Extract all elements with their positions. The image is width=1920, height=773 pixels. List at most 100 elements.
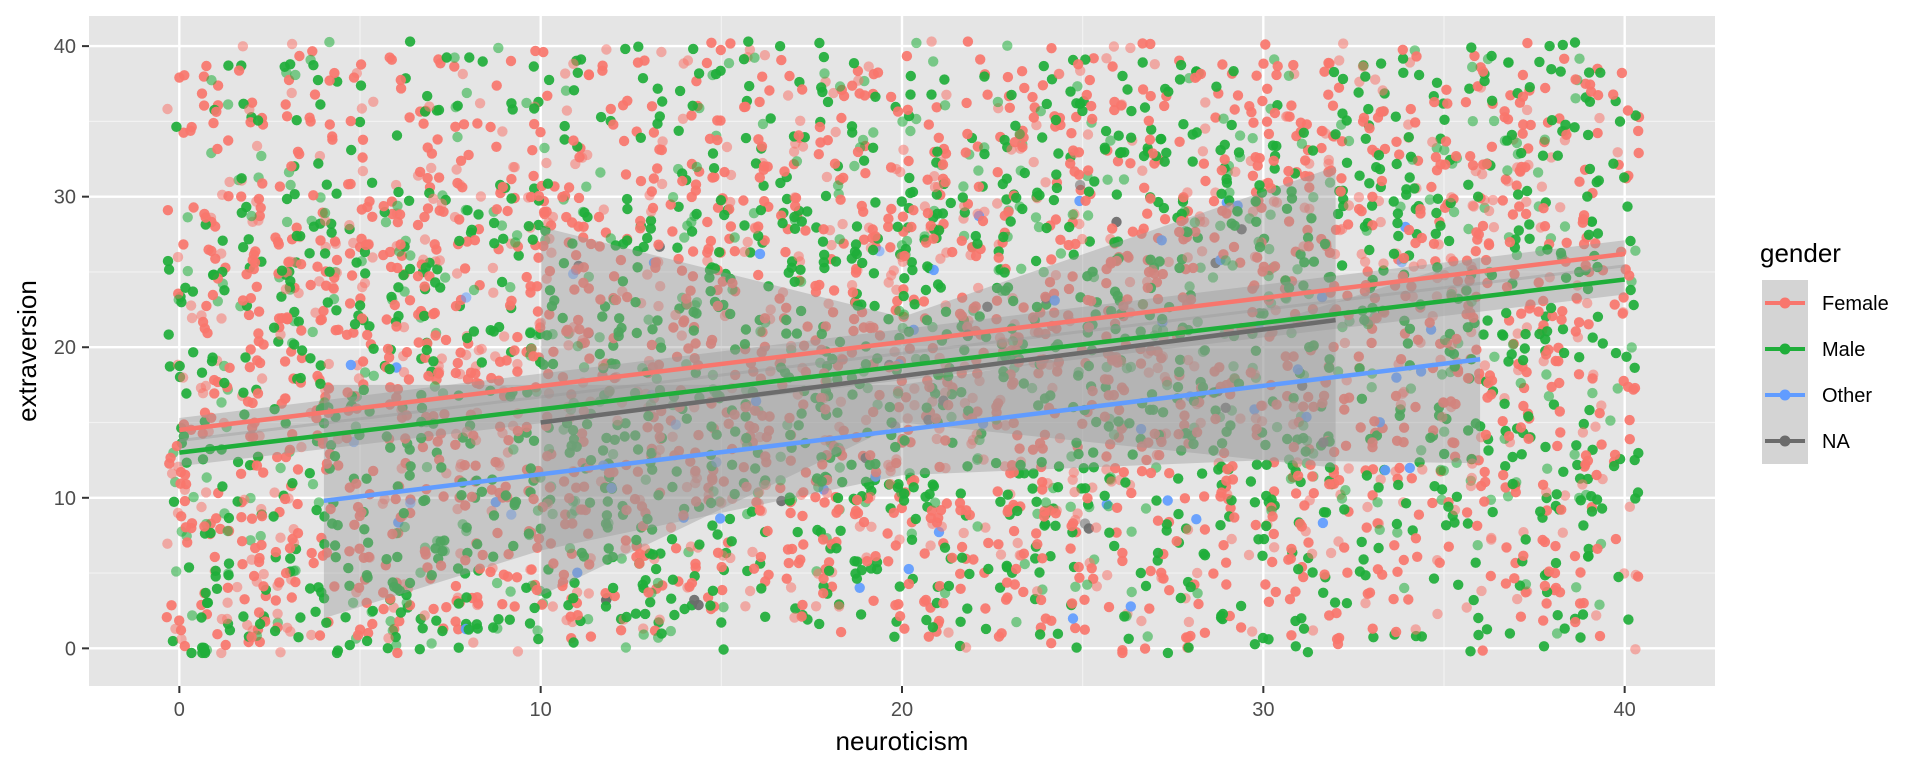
point-female [216, 647, 227, 659]
point-female [1410, 624, 1421, 635]
point-male [426, 638, 437, 649]
point-female [1521, 196, 1532, 207]
point-male [305, 54, 316, 66]
point-female [1302, 224, 1313, 236]
point-male [417, 623, 428, 634]
point-female [739, 246, 750, 257]
point-female [925, 540, 936, 551]
point-female [1192, 567, 1203, 579]
point-female [1429, 96, 1440, 108]
point-male [1517, 355, 1529, 366]
point-female [1118, 385, 1130, 396]
point-male [857, 257, 868, 269]
point-female [348, 237, 359, 249]
point-male [645, 215, 657, 226]
point-female [166, 468, 178, 479]
point-male [180, 282, 191, 293]
point-female [1465, 151, 1476, 162]
point-male [492, 623, 503, 634]
point-female [560, 68, 571, 79]
point-male [1341, 157, 1353, 168]
point-male [1513, 225, 1525, 236]
point-male [1033, 400, 1044, 411]
point-female [1479, 360, 1491, 371]
point-male [1099, 144, 1111, 155]
point-female [1555, 202, 1566, 213]
point-female [1182, 524, 1194, 535]
point-male [757, 118, 769, 130]
point-female [813, 149, 824, 160]
point-male [315, 360, 326, 371]
point-female [1362, 266, 1373, 277]
point-female [1518, 550, 1529, 561]
point-male [1295, 249, 1306, 260]
point-male [927, 479, 938, 490]
point-female [254, 430, 265, 442]
point-female [470, 460, 481, 471]
point-male [705, 600, 716, 611]
point-female [635, 175, 647, 187]
point-male [906, 534, 918, 545]
point-female [1046, 638, 1057, 649]
point-female [392, 647, 403, 659]
point-male [1224, 187, 1235, 198]
point-male [186, 647, 197, 659]
point-female [1091, 581, 1103, 592]
point-female [432, 436, 443, 447]
legend-key-point [1779, 343, 1791, 355]
point-female [1125, 158, 1136, 169]
point-male [285, 275, 296, 287]
point-female [1179, 493, 1191, 504]
point-male [414, 644, 425, 655]
point-female [980, 603, 991, 614]
point-female [1002, 71, 1014, 83]
point-female [780, 246, 791, 258]
point-female [356, 204, 367, 215]
point-female [1476, 585, 1487, 597]
point-male [784, 495, 795, 506]
point-male [896, 196, 907, 207]
point-male [285, 179, 296, 191]
point-female [1088, 53, 1099, 64]
point-female [305, 279, 316, 291]
point-male [1520, 328, 1531, 340]
point-male [1298, 420, 1309, 431]
point-male [275, 462, 286, 474]
point-male [1067, 209, 1079, 220]
point-female [747, 546, 758, 558]
point-female [1218, 540, 1229, 551]
point-female [1290, 488, 1302, 499]
point-male [904, 172, 915, 184]
point-female [938, 598, 949, 609]
point-male [618, 238, 629, 250]
point-female [1270, 305, 1281, 316]
point-female [693, 429, 704, 441]
point-male [506, 98, 517, 109]
point-male [232, 456, 244, 468]
point-female [308, 557, 319, 569]
point-female [1430, 152, 1442, 163]
point-male [814, 37, 825, 49]
point-female [815, 137, 826, 148]
point-male [1486, 95, 1498, 107]
point-female [820, 404, 831, 415]
point-male [461, 87, 472, 99]
point-male [1253, 534, 1264, 545]
point-male [1300, 446, 1311, 457]
point-female [748, 563, 760, 574]
point-female [1323, 154, 1335, 166]
point-female [605, 103, 616, 115]
point-male [1489, 351, 1500, 362]
point-male [1409, 183, 1420, 194]
point-other [1317, 517, 1329, 529]
point-female [359, 277, 371, 289]
point-male [1245, 476, 1257, 487]
point-female [712, 547, 724, 558]
point-female [1198, 158, 1210, 169]
point-female [239, 494, 250, 505]
point-female [351, 587, 362, 598]
point-female [200, 212, 211, 223]
point-male [347, 597, 359, 608]
point-female [868, 322, 879, 333]
point-male [304, 583, 316, 594]
